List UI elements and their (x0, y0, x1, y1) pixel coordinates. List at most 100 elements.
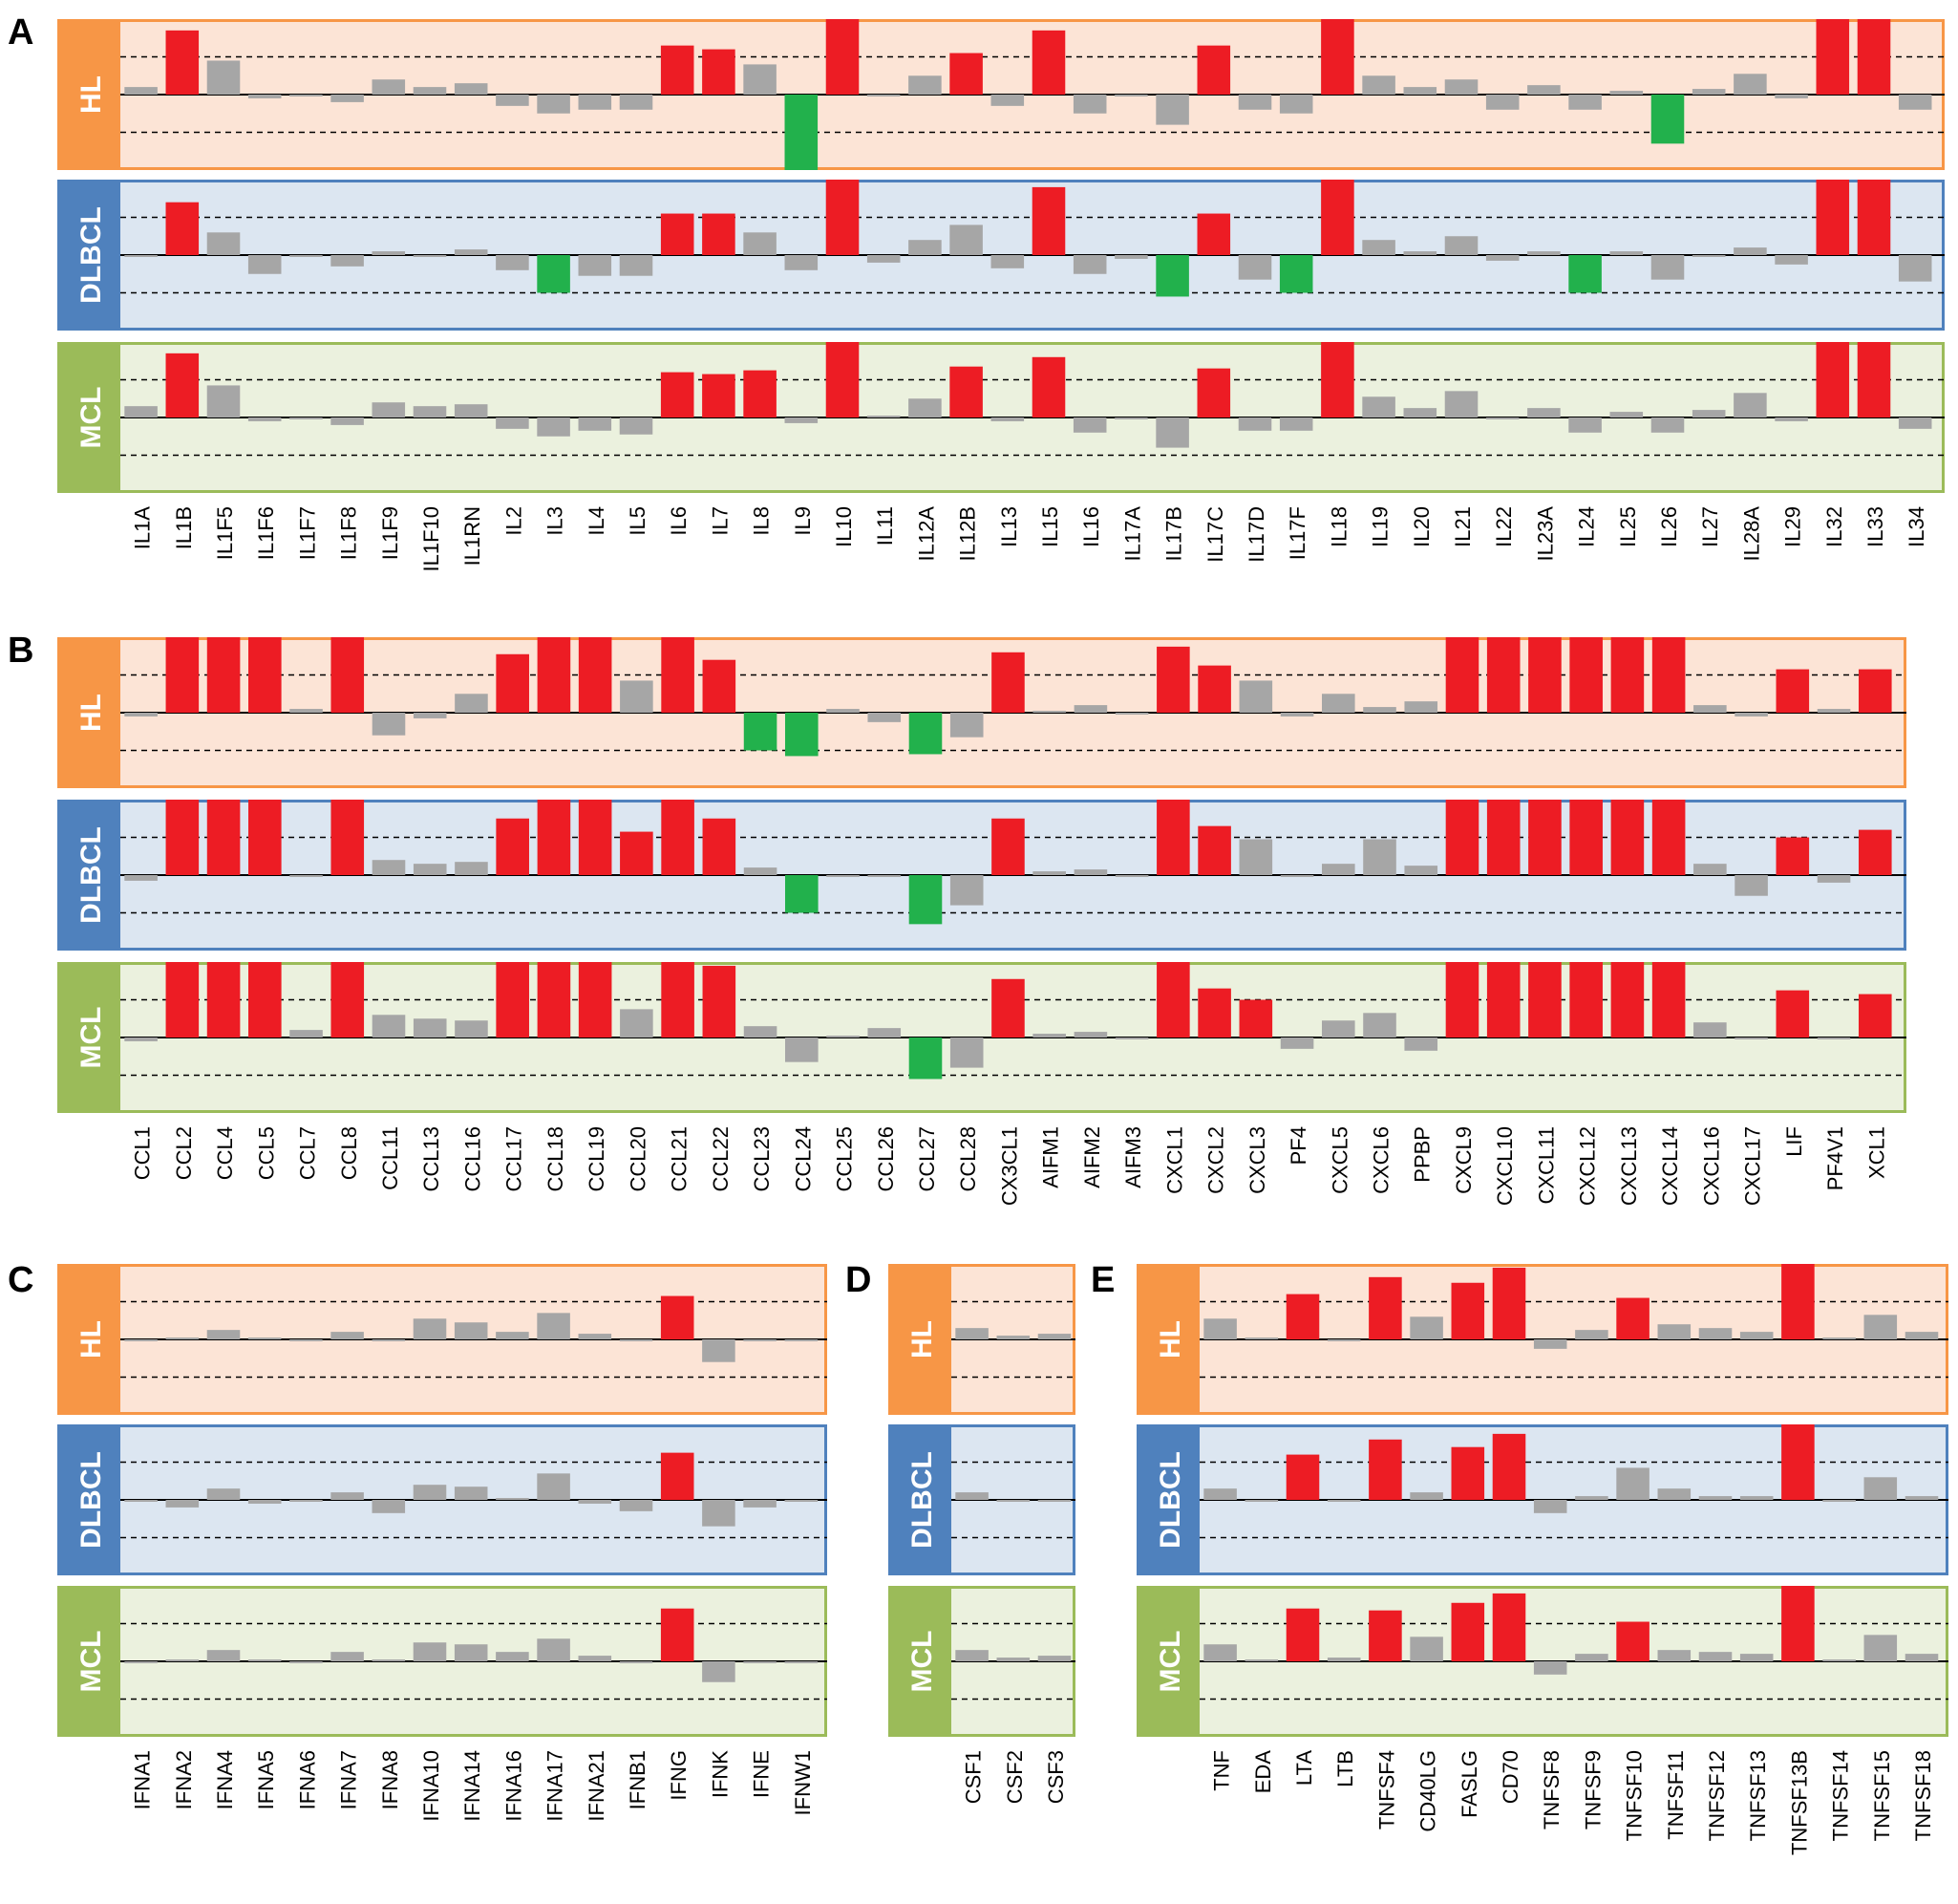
bar (537, 1313, 570, 1339)
row-HL: HL (888, 1264, 1075, 1415)
tick-label: IL6 (667, 506, 691, 536)
bar (206, 1330, 241, 1339)
bar (1115, 255, 1148, 259)
row-label: HL (1155, 1320, 1186, 1358)
bar (206, 962, 241, 1038)
tick-label: CCL27 (915, 1126, 939, 1191)
bar (660, 372, 694, 417)
tick-label: CCL13 (419, 1126, 443, 1191)
tick-label: IL7 (708, 506, 732, 536)
tick-label: CX3CL1 (997, 1126, 1021, 1206)
bar (1692, 89, 1726, 95)
bar (619, 417, 653, 435)
bar (413, 1642, 447, 1661)
tick-label: CCL28 (956, 1126, 980, 1191)
row-MCL: MCL (57, 342, 1945, 493)
bar (1321, 694, 1355, 713)
bar (1032, 711, 1066, 714)
bar (372, 713, 406, 736)
tick-label: LTB (1333, 1750, 1357, 1787)
tick-label: LIF (1782, 1126, 1806, 1157)
panel-label: C (8, 1260, 33, 1300)
bar (1698, 1652, 1733, 1661)
bar (660, 1452, 694, 1500)
bar (908, 713, 943, 755)
bar (330, 637, 365, 713)
bar (826, 875, 860, 877)
bar (165, 1500, 200, 1508)
bar (743, 1026, 777, 1038)
bar (124, 406, 158, 417)
bar (1898, 255, 1932, 282)
bar (1693, 705, 1727, 713)
tick-label: IL16 (1079, 506, 1103, 547)
row-tab (1137, 1586, 1200, 1737)
tick-label: IL17D (1245, 506, 1268, 563)
bar (702, 965, 736, 1038)
bar (1321, 180, 1354, 255)
tick-label: CXCL11 (1534, 1126, 1558, 1205)
bar (1238, 95, 1272, 110)
tick-label: IFNA21 (585, 1750, 608, 1822)
row-label: MCL (75, 1007, 107, 1069)
tick-label: AIFM1 (1039, 1126, 1063, 1188)
bar (124, 713, 158, 717)
bar (1037, 1334, 1072, 1339)
bar (1527, 408, 1561, 417)
bar (578, 962, 612, 1038)
tick-label: IFNA8 (378, 1750, 402, 1809)
bar (124, 87, 158, 95)
tick-label: CCL1 (131, 1126, 155, 1180)
tick-label: IL29 (1781, 506, 1805, 547)
bar (1197, 45, 1231, 95)
tick-label: CCL2 (172, 1126, 196, 1180)
bar (867, 1028, 902, 1038)
bar (1197, 213, 1231, 255)
bar (1616, 1297, 1649, 1339)
bar (1445, 637, 1479, 713)
bar (785, 1038, 819, 1062)
bar (784, 1339, 819, 1341)
bar (1857, 180, 1891, 255)
bar (330, 417, 364, 425)
tick-label: IL28A (1739, 506, 1763, 562)
bar (330, 95, 364, 102)
tick-label: TNFSF12 (1705, 1750, 1729, 1841)
bar (247, 255, 282, 274)
bar (743, 1500, 777, 1508)
bar (454, 83, 488, 95)
bar (949, 713, 984, 738)
bar (661, 800, 694, 875)
tick-label: IL1F9 (378, 506, 402, 560)
bar (1486, 962, 1521, 1038)
tick-label: PF4 (1287, 1126, 1310, 1165)
bar (743, 370, 777, 417)
tick-label: IL34 (1905, 506, 1928, 547)
bar (1445, 962, 1479, 1038)
bar (165, 1337, 200, 1340)
tick-label: IL25 (1616, 506, 1640, 547)
row-HL: HL (57, 637, 1906, 788)
tick-label: IL12B (956, 506, 980, 562)
bar (124, 1038, 158, 1041)
tick-label: CXCL14 (1658, 1126, 1682, 1206)
bar (825, 19, 860, 95)
tick-label: TNFSF10 (1623, 1750, 1647, 1841)
bar (1651, 962, 1686, 1038)
bar (1610, 800, 1645, 875)
bar (1157, 800, 1190, 875)
tick-label: IL10 (832, 506, 856, 547)
bar (620, 831, 653, 875)
bar (496, 1332, 529, 1339)
bar (1197, 368, 1231, 417)
tick-label: TNFSF4 (1374, 1750, 1398, 1829)
bar (1485, 95, 1520, 110)
row-label: MCL (75, 1631, 107, 1693)
bar (372, 1015, 406, 1038)
bar (1198, 665, 1231, 713)
bar (619, 95, 653, 110)
bar (165, 1659, 200, 1662)
bar (1032, 186, 1066, 255)
bar (248, 637, 282, 713)
bar (537, 417, 570, 437)
